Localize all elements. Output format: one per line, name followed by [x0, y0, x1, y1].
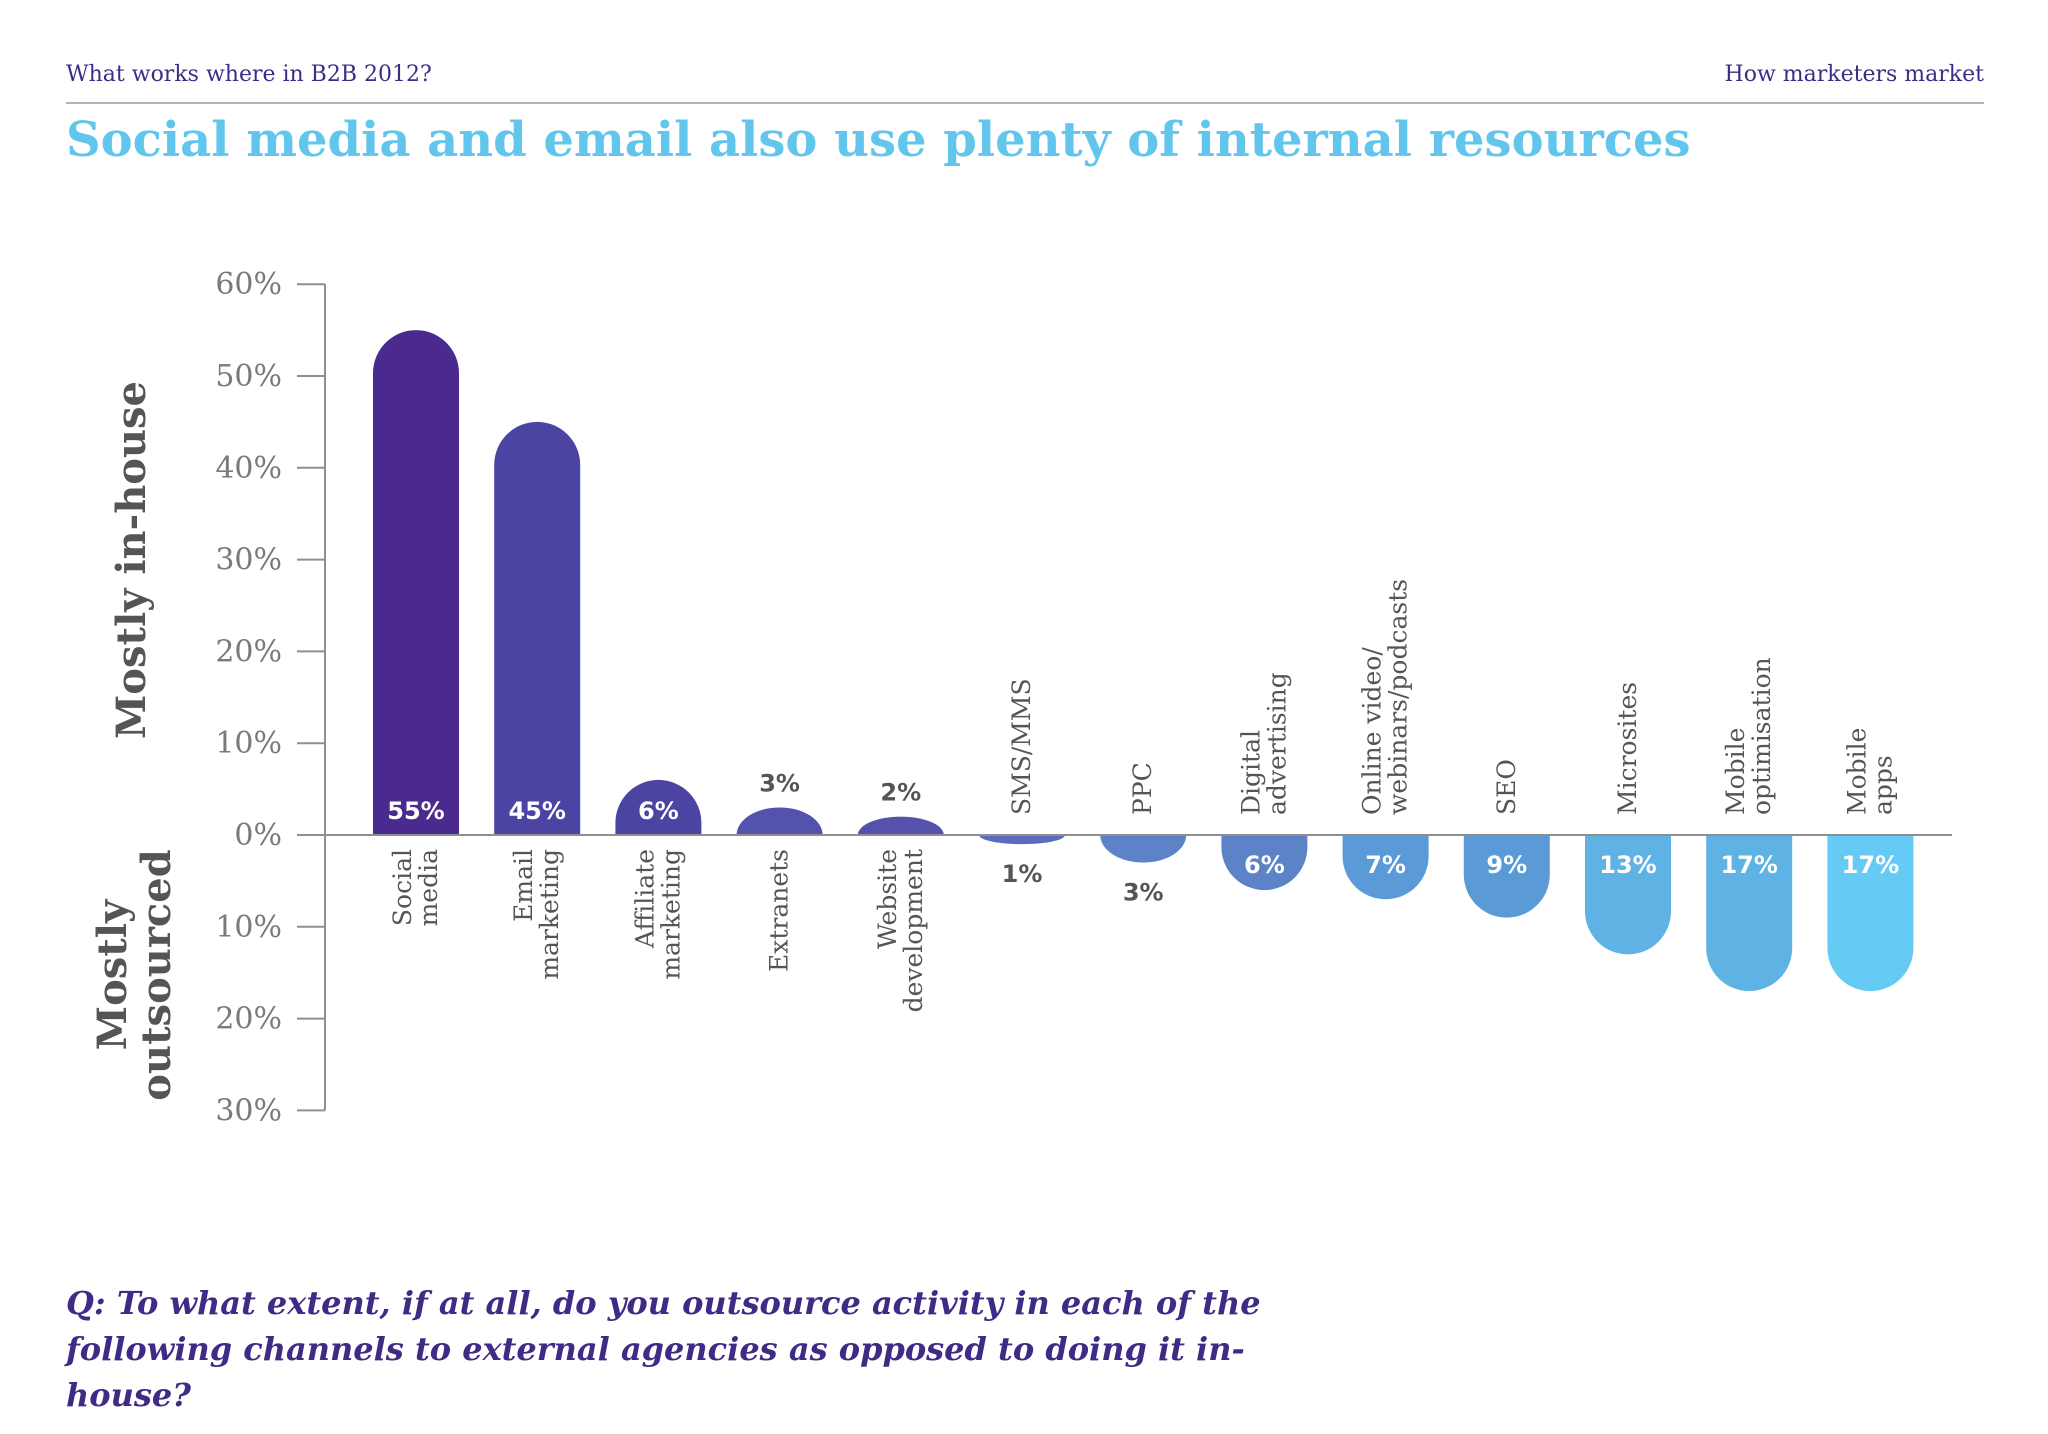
- category-label-line: Affiliate: [630, 849, 659, 949]
- category-label: Affiliatemarketing: [630, 849, 685, 980]
- data-label: 3%: [1123, 879, 1164, 907]
- bar: [615, 779, 702, 835]
- category-label-line: optimisation: [1747, 657, 1776, 815]
- category-label: Digitaladvertising: [1236, 672, 1291, 815]
- category-label-line: advertising: [1262, 672, 1291, 815]
- bar: [373, 330, 459, 835]
- bar: [1827, 835, 1914, 992]
- category-label-line: Mobile: [1721, 728, 1750, 815]
- data-label: 17%: [1842, 851, 1899, 879]
- y-tick-label: 50%: [215, 359, 282, 394]
- category-label-line: Extranets: [765, 849, 794, 972]
- category-label-line: Website: [873, 849, 902, 949]
- y-tick-label: 30%: [215, 543, 282, 578]
- y-tick-label: 20%: [215, 1002, 282, 1037]
- category-label: SEO: [1492, 759, 1521, 815]
- category-label: SMS/MMS: [1007, 678, 1036, 815]
- survey-question: Q: To what extent, if at all, do you out…: [66, 1284, 1261, 1414]
- side-label-line: Mostly: [89, 898, 136, 1050]
- y-tick-label: 10%: [215, 910, 282, 945]
- category-label: Socialmedia: [388, 849, 443, 927]
- data-label: 2%: [880, 779, 921, 807]
- bar: [857, 816, 944, 835]
- y-tick-label: 40%: [215, 451, 282, 486]
- category-label: Websitedevelopment: [873, 849, 928, 1012]
- data-label: 1%: [1002, 860, 1043, 888]
- category-label: Online video/webinars/podcasts: [1358, 579, 1413, 815]
- category-label-line: Microsites: [1613, 682, 1642, 815]
- bar: [979, 835, 1065, 845]
- category-label-line: Online video/: [1358, 647, 1387, 815]
- bar: [1221, 835, 1308, 891]
- data-label: 6%: [1244, 851, 1285, 879]
- y-tick-label: 20%: [215, 634, 282, 669]
- data-label: 9%: [1486, 851, 1527, 879]
- category-label-line: webinars/podcasts: [1384, 579, 1413, 815]
- bar: [1100, 835, 1187, 863]
- side-label-line: outsourced: [133, 849, 180, 1100]
- data-label: 3%: [759, 769, 800, 797]
- header-divider: [66, 102, 1984, 104]
- y-tick-label: 10%: [215, 726, 282, 761]
- y-tick-label: 0%: [234, 818, 282, 853]
- data-label: 55%: [387, 797, 444, 825]
- side-label-outsourced: Mostlyoutsourced: [89, 849, 180, 1100]
- category-label-line: SMS/MMS: [1007, 678, 1036, 815]
- data-label: 17%: [1720, 851, 1777, 879]
- category-label-line: development: [899, 849, 928, 1012]
- category-label-line: Mobile: [1842, 728, 1871, 815]
- category-label: Microsites: [1613, 682, 1642, 815]
- data-label: 45%: [508, 797, 565, 825]
- category-label-line: Email: [509, 849, 538, 922]
- category-label-line: marketing: [656, 849, 685, 980]
- category-label-line: apps: [1868, 755, 1897, 815]
- category-label-line: Digital: [1236, 730, 1265, 815]
- bar: [1706, 835, 1793, 992]
- data-label: 7%: [1365, 851, 1406, 879]
- data-label: 6%: [638, 797, 679, 825]
- category-label-line: SEO: [1492, 759, 1521, 815]
- category-label-line: PPC: [1128, 762, 1157, 815]
- bar: [494, 421, 581, 835]
- y-tick-label: 30%: [215, 1093, 282, 1128]
- category-label: Mobileoptimisation: [1721, 657, 1776, 815]
- y-tick-label: 60%: [215, 267, 282, 302]
- bar: [1463, 835, 1550, 918]
- bar: [1585, 835, 1671, 955]
- side-label-in-house: Mostly in-house: [108, 381, 155, 739]
- page-title: Social media and email also use plenty o…: [66, 112, 1691, 168]
- bar: [1342, 835, 1429, 900]
- category-label: Emailmarketing: [509, 849, 564, 980]
- bar: [736, 807, 823, 835]
- data-label: 13%: [1599, 851, 1656, 879]
- category-label-line: marketing: [535, 849, 564, 980]
- category-label: Mobileapps: [1842, 728, 1897, 815]
- category-label: Extranets: [765, 849, 794, 972]
- category-label-line: Social: [388, 849, 417, 926]
- header-section-title: How marketers market: [1724, 62, 1984, 87]
- category-label: PPC: [1128, 762, 1157, 815]
- header-report-title: What works where in B2B 2012?: [66, 62, 432, 87]
- category-label-line: media: [414, 849, 443, 927]
